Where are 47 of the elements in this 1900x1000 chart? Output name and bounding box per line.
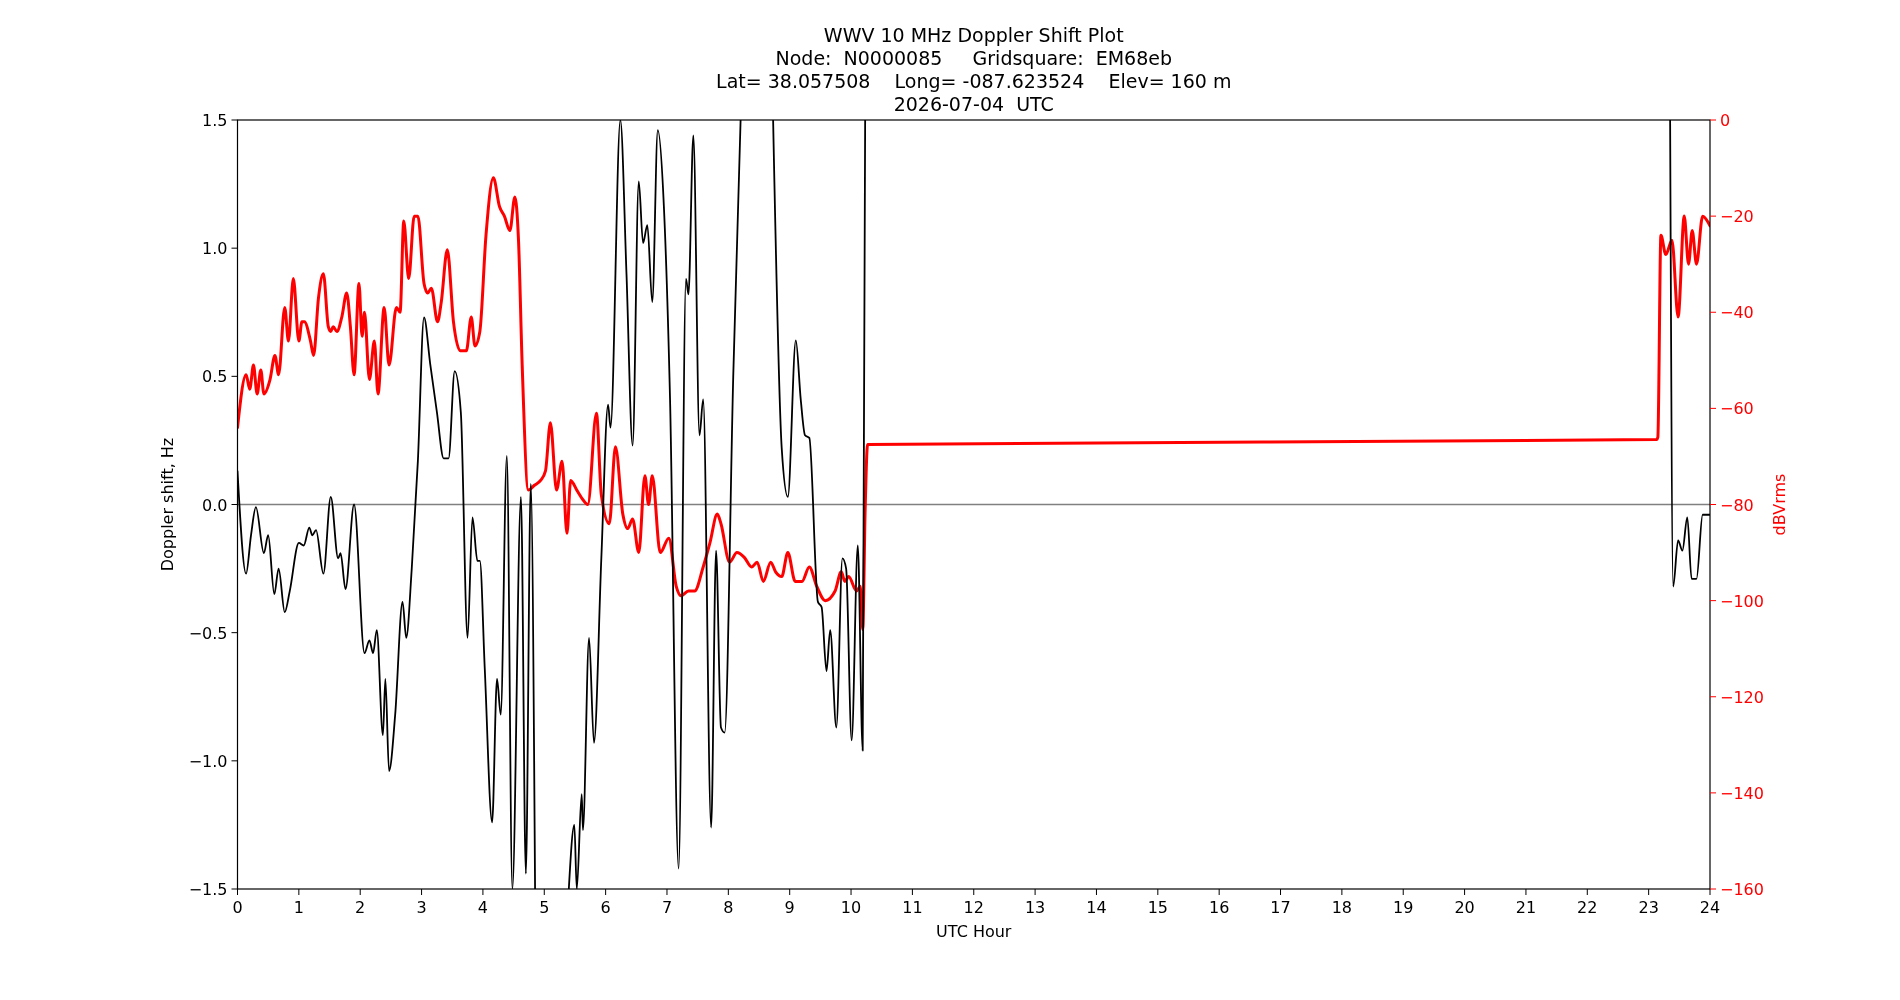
y2-axis-title: dBVrms (1770, 473, 1789, 536)
x-tick-label: 22 (1577, 898, 1598, 917)
x-tick-label: 4 (477, 898, 489, 917)
y2-tick-label: 0 (1720, 111, 1731, 130)
x-tick-label: 5 (539, 898, 550, 917)
x-tick-label: 6 (600, 898, 611, 917)
x-tick-label: 18 (1331, 898, 1353, 917)
x-axis-title: UTC Hour (936, 922, 1012, 941)
x-tick-label: 19 (1393, 898, 1414, 917)
x-tick-label: 3 (416, 898, 427, 917)
x-tick-label: 11 (902, 898, 923, 917)
x-tick-label: 8 (723, 898, 734, 917)
y-tick-label: 1.0 (202, 239, 228, 259)
x-tick-label: 15 (1147, 898, 1168, 917)
x-tick-label: 12 (963, 898, 984, 917)
y-tick-label: 0.0 (202, 495, 228, 515)
y2-tick-label: −20 (1720, 207, 1754, 227)
y-tick-label: −0.5 (188, 623, 228, 643)
chart-subtitle: Node: N0000085 Gridsquare: EM68eb Lat= 38.057508 Long= -087.623524 Elev= 160 m 2026-07-04 UTC (716, 47, 1232, 115)
y2-tick-label: −120 (1720, 687, 1764, 707)
x-tick-label: 20 (1454, 898, 1475, 917)
x-tick-label: 0 (232, 898, 243, 917)
y-tick-label: −1.5 (188, 880, 228, 899)
x-tick-label: 21 (1515, 898, 1537, 917)
y2-tick-label: −140 (1720, 783, 1764, 803)
x-tick-label: 24 (1699, 898, 1721, 917)
y2-tick-label: −40 (1720, 303, 1754, 323)
x-tick-label: 2 (355, 898, 366, 917)
x-tick-label: 10 (840, 898, 862, 917)
y-tick-label: 1.5 (202, 111, 228, 130)
y-axis-title: Doppler shift, Hz (157, 437, 177, 572)
x-tick-label: 16 (1208, 898, 1230, 917)
chart-title: WWV 10 MHz Doppler Shift Plot (823, 24, 1124, 46)
x-tick-label: 23 (1638, 898, 1659, 917)
x-tick-label: 13 (1024, 898, 1046, 917)
y-tick-label: −1.0 (188, 751, 228, 771)
x-tick-label: 17 (1270, 898, 1291, 917)
x-tick-label: 9 (784, 898, 795, 917)
y-tick-label: 0.5 (202, 367, 228, 387)
y2-tick-label: −80 (1720, 495, 1754, 515)
y2-tick-label: −60 (1720, 399, 1754, 419)
y2-tick-label: −100 (1720, 591, 1764, 611)
x-tick-label: 14 (1086, 898, 1107, 917)
x-tick-label: 1 (293, 898, 304, 917)
y2-tick-label: −160 (1720, 880, 1764, 899)
x-tick-label: 7 (661, 898, 673, 917)
line-series (237, 176, 1710, 631)
